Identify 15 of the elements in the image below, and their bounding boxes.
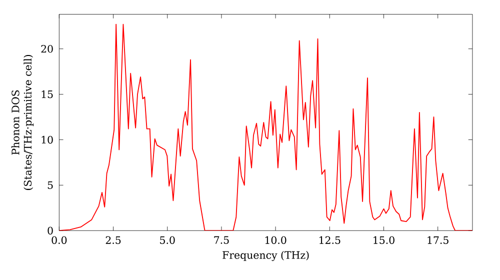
y-tick-label: 20 <box>41 45 53 53</box>
x-tick-label: 2.5 <box>106 236 121 244</box>
x-tick-label: 17.5 <box>428 236 448 244</box>
y-tick-label: 15 <box>42 90 53 98</box>
x-tick-label: 0.0 <box>52 236 67 244</box>
x-tick-label: 15.0 <box>374 236 394 244</box>
x-tick-label: 10.0 <box>265 236 286 244</box>
y-tick-label: 5 <box>48 182 53 190</box>
x-tick-label: 5.0 <box>160 236 175 244</box>
x-axis-title: Frequency (THz) <box>222 251 309 262</box>
x-tick-label: 7.5 <box>214 236 229 244</box>
y-tick-label: 0 <box>48 226 53 235</box>
x-tick-label: 12.5 <box>320 236 340 244</box>
y-tick-label: 10 <box>42 136 53 144</box>
y-axis-title: Phonon DOS (States/THz·primitive cell) <box>11 55 34 190</box>
